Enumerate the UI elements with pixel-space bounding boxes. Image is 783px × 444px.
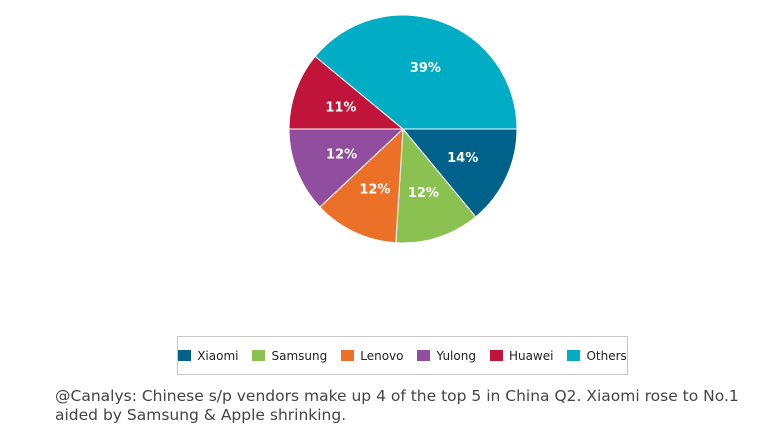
legend-swatch [341,350,355,361]
pie-slice-yulong [288,128,405,208]
legend-label: Yulong [436,348,476,363]
legend-swatch [252,350,266,361]
slice-label-samsung: 12% [408,186,439,201]
pie-slices [288,14,518,244]
legend-item-samsung[interactable]: Samsung [252,349,327,363]
legend-item-xiaomi[interactable]: Xiaomi [178,349,238,363]
slice-label-huawei: 11% [325,101,356,116]
legend-label: Others [586,348,627,363]
legend-item-lenovo[interactable]: Lenovo [341,349,403,363]
legend-swatch [567,350,581,361]
pie-labels: 14% 12% 12% 12% 11% 39% [325,61,478,201]
slice-label-others: 39% [410,61,441,76]
caption: @Canalys: Chinese s/p vendors make up 4 … [55,387,739,424]
legend-item-others[interactable]: Others [567,348,627,363]
slice-label-lenovo: 12% [359,183,390,198]
legend-label: Lenovo [360,348,404,363]
pie-slice-others [314,14,518,130]
pie-slice-huawei [288,55,405,130]
legend-label: Xiaomi [197,348,239,363]
legend-label: Samsung [271,348,328,363]
legend-swatch [417,350,431,361]
slice-label-xiaomi: 14% [447,151,478,166]
legend-swatch [178,350,192,361]
pie-slice-xiaomi [401,128,518,218]
legend-swatch [489,350,503,361]
legend-label: Huawei [508,348,554,363]
pie-slice-lenovo [319,127,404,244]
legend-item-huawei[interactable]: Huawei [489,348,554,363]
legend: Xiaomi Samsung Lenovo Yulong Huawei Others [177,336,628,375]
slice-label-yulong: 12% [326,147,357,162]
legend-item-yulong[interactable]: Yulong [417,348,476,363]
pie-slice-samsung [395,127,477,244]
